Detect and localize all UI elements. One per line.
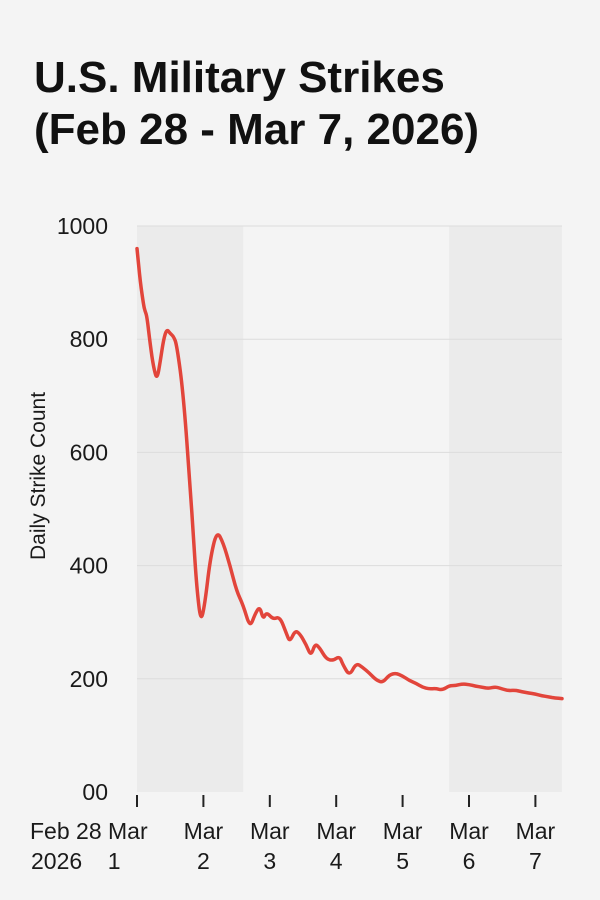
x-tick-label: Mar: [316, 818, 356, 844]
x-tick-label: Mar: [184, 818, 224, 844]
x-tick-label: Mar: [449, 818, 489, 844]
y-tick-label: 1000: [57, 213, 108, 239]
x-axis: Feb 28 Mar 2026 1 Mar 2 Mar 3 Mar 4 Mar 5 Mar 6 Mar 7: [30, 795, 556, 874]
x-tick-label: 3: [263, 848, 276, 874]
x-tick-label: 4: [330, 848, 343, 874]
x-tick-label: 6: [463, 848, 476, 874]
x-tick-label: Feb 28 Mar: [30, 818, 148, 844]
shaded-region-1: [449, 226, 562, 792]
x-tick-label: Mar: [250, 818, 290, 844]
y-tick-label: 800: [70, 326, 108, 352]
shaded-regions: [137, 226, 562, 792]
x-tick-label: 5: [396, 848, 409, 874]
x-tick-label: 2026 1: [31, 848, 121, 874]
y-tick-label: 400: [70, 553, 108, 579]
y-axis: 00 200 400 600 800 1000: [57, 213, 108, 805]
x-tick-label: Mar: [516, 818, 556, 844]
chart-title-line-2: (Feb 28 - Mar 7, 2026): [34, 105, 480, 154]
x-tick-label: Mar: [383, 818, 423, 844]
x-tick-label: 2: [197, 848, 210, 874]
series-group: [135, 246, 564, 701]
y-tick-label: 00: [82, 779, 108, 805]
y-tick-label: 600: [70, 439, 108, 465]
chart-title-line-1: U.S. Military Strikes: [34, 53, 445, 102]
chart-title: U.S. Military Strikes (Feb 28 - Mar 7, 2…: [34, 52, 574, 156]
x-tick-label: 7: [529, 848, 542, 874]
y-axis-title: Daily Strike Count: [27, 392, 50, 560]
y-tick-label: 200: [70, 666, 108, 692]
series-line: [135, 246, 564, 701]
gridlines: [137, 225, 562, 680]
